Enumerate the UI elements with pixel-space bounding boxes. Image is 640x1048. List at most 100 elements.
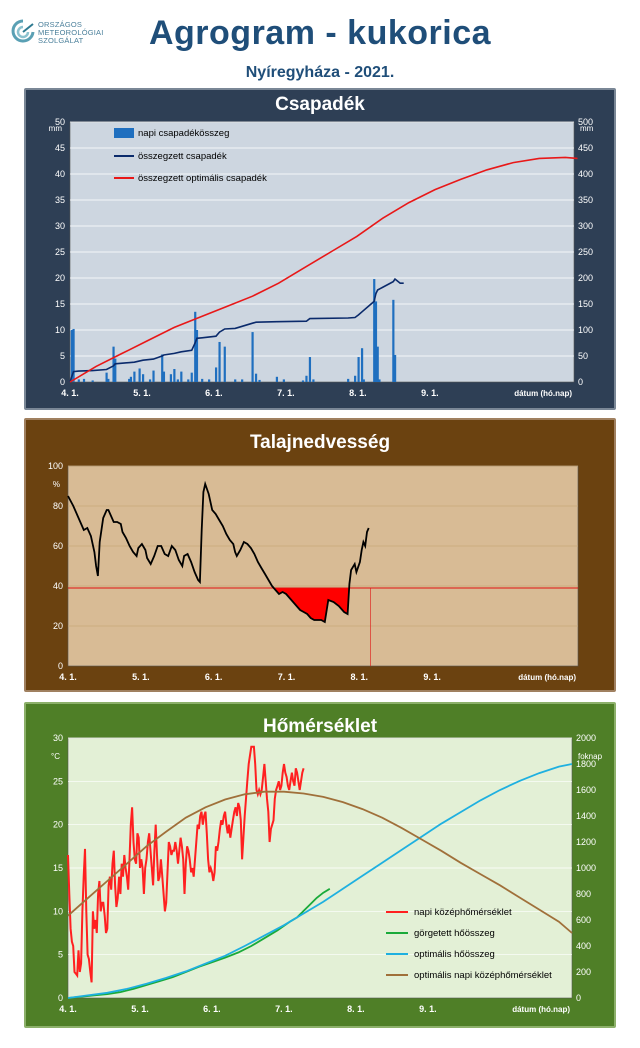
legend-label: optimális hőösszeg bbox=[414, 949, 495, 960]
page-title: Agrogram - kukorica bbox=[148, 14, 492, 52]
precip-bar bbox=[201, 378, 204, 382]
y-unit-label: % bbox=[53, 480, 60, 489]
y2-tick-label: 0 bbox=[578, 377, 583, 387]
precip-bar bbox=[72, 328, 75, 382]
x-tick-label: 4. 1. bbox=[59, 672, 77, 682]
x-tick-label: 4. 1. bbox=[59, 1004, 77, 1014]
x-tick-label: 8. 1. bbox=[351, 672, 369, 682]
precip-bar bbox=[112, 346, 115, 382]
y-tick-label: 15 bbox=[53, 863, 63, 873]
optimal-precip-line bbox=[69, 156, 578, 383]
precip-bar bbox=[282, 379, 285, 382]
soil-moisture-chart: 0 20 40 60 80 100% 4. 1. 5. 1. 6. 1. 7. 1. 8. 1. 9.… bbox=[48, 461, 579, 682]
optimal-daily-temp-line bbox=[67, 790, 573, 934]
temperature-title: Hőmérséklet bbox=[262, 716, 378, 737]
legend-label: optimális napi középhőmérséklet bbox=[414, 970, 552, 981]
precip-bar bbox=[301, 380, 305, 382]
precip-bar bbox=[194, 311, 197, 382]
y2-tick-label: 100 bbox=[578, 325, 593, 335]
y2-tick-label: 200 bbox=[576, 967, 591, 977]
precipitation-chart: 05101520253035404550mm050100150200250300… bbox=[49, 117, 594, 398]
precip-bar bbox=[91, 380, 94, 382]
x-axis-label: dátum (hó.nap) bbox=[512, 1005, 570, 1014]
y2-tick-label: 500 bbox=[578, 117, 593, 127]
legend-label: napi középhőmérséklet bbox=[414, 907, 512, 918]
legend-label-bars: napi csapadékösszeg bbox=[138, 128, 229, 139]
soil-moisture-panel: Talajnedvesség 0 20 40 60 80 100% 4. 1. 5. 1. 6.… bbox=[24, 418, 616, 692]
precip-bar bbox=[176, 379, 179, 382]
y-tick-label: 20 bbox=[53, 820, 63, 830]
precip-bar bbox=[305, 375, 308, 382]
cumulative-precip-line bbox=[69, 277, 404, 383]
precip-bar bbox=[234, 379, 237, 382]
x-tick-label: 7. 1. bbox=[277, 388, 295, 398]
precip-bar bbox=[141, 374, 145, 382]
precip-bar bbox=[354, 375, 357, 382]
x-tick-label: 9. 1. bbox=[419, 1004, 437, 1014]
y-tick-label: 80 bbox=[53, 501, 63, 511]
optimal-heat-sum-line bbox=[67, 763, 573, 999]
y2-tick-label: 400 bbox=[576, 941, 591, 951]
x-tick-label: 6. 1. bbox=[203, 1004, 221, 1014]
precip-bar bbox=[208, 379, 211, 382]
y2-tick-label: 1800 bbox=[576, 759, 596, 769]
precip-bar bbox=[254, 373, 258, 382]
precip-bar bbox=[360, 348, 364, 382]
precip-bar bbox=[77, 379, 80, 382]
y2-tick-label: 450 bbox=[578, 143, 593, 153]
y2-tick-label: 1600 bbox=[576, 785, 596, 795]
x-tick-label: 7. 1. bbox=[275, 1004, 293, 1014]
x-tick-label: 4. 1. bbox=[61, 388, 79, 398]
precip-bar bbox=[308, 357, 312, 382]
page-subtitle: Nyíregyháza - 2021. bbox=[245, 64, 395, 81]
precip-bar bbox=[357, 357, 360, 382]
precip-bar bbox=[312, 379, 315, 382]
x-tick-label: 6. 1. bbox=[205, 672, 223, 682]
x-tick-label: 9. 1. bbox=[421, 388, 439, 398]
precip-bar bbox=[152, 370, 155, 382]
x-axis-label: dátum (hó.nap) bbox=[514, 389, 572, 398]
legend-label-opt: összegzett optimális csapadék bbox=[138, 173, 267, 184]
y-tick-label: 30 bbox=[53, 733, 63, 743]
precip-bar bbox=[133, 371, 136, 382]
y-tick-label: 10 bbox=[53, 906, 63, 916]
y2-tick-label: 300 bbox=[578, 221, 593, 231]
precip-bar bbox=[275, 376, 279, 382]
precipitation-title: Csapadék bbox=[275, 94, 365, 115]
y-tick-label: 45 bbox=[55, 143, 65, 153]
logo-line-3: SZOLGÁLAT bbox=[38, 36, 84, 45]
y-tick-label: 5 bbox=[58, 950, 63, 960]
x-tick-label: 8. 1. bbox=[347, 1004, 365, 1014]
precip-bar bbox=[114, 358, 117, 382]
moisture-deficit-area bbox=[272, 588, 350, 622]
soil-moisture-line bbox=[67, 480, 370, 624]
precip-bar bbox=[70, 330, 73, 382]
precip-bar bbox=[373, 279, 376, 382]
y-tick-label: 100 bbox=[48, 461, 63, 471]
y-unit-label: mm bbox=[49, 124, 63, 133]
y-tick-label: 40 bbox=[55, 169, 65, 179]
rolling-heat-sum-line bbox=[67, 888, 331, 999]
precip-bar bbox=[241, 379, 244, 382]
y-tick-label: 10 bbox=[55, 325, 65, 335]
precipitation-panel: Csapadék 0 5 10 15 20 25 30 35 40 45 50 mm 0 50 100 150… bbox=[24, 88, 616, 410]
precip-bar bbox=[393, 354, 397, 382]
y-tick-label: 0 bbox=[60, 377, 65, 387]
logo-icon bbox=[11, 19, 35, 43]
daily-mean-temp-line bbox=[67, 745, 305, 983]
y-tick-label: 20 bbox=[55, 273, 65, 283]
precip-bar bbox=[180, 371, 183, 382]
y-tick-label: 50 bbox=[55, 117, 65, 127]
y-tick-label: 25 bbox=[53, 776, 63, 786]
precip-bar bbox=[148, 379, 152, 382]
y2-tick-label: 150 bbox=[578, 299, 593, 309]
temperature-chart: 0 5 10 15 20 25 30 °C 0 200 400 600 800 1000 1200 1400 1… bbox=[51, 733, 603, 1014]
y2-tick-label: 50 bbox=[578, 351, 588, 361]
precip-bar bbox=[128, 378, 131, 382]
y-unit-label: °C bbox=[51, 752, 60, 761]
y-tick-label: 20 bbox=[53, 621, 63, 631]
y2-tick-label: 2000 bbox=[576, 733, 596, 743]
y2-unit-label: mm bbox=[580, 124, 594, 133]
legend-swatch-bars bbox=[114, 128, 134, 138]
soil-moisture-title: Talajnedvesség bbox=[249, 432, 391, 453]
